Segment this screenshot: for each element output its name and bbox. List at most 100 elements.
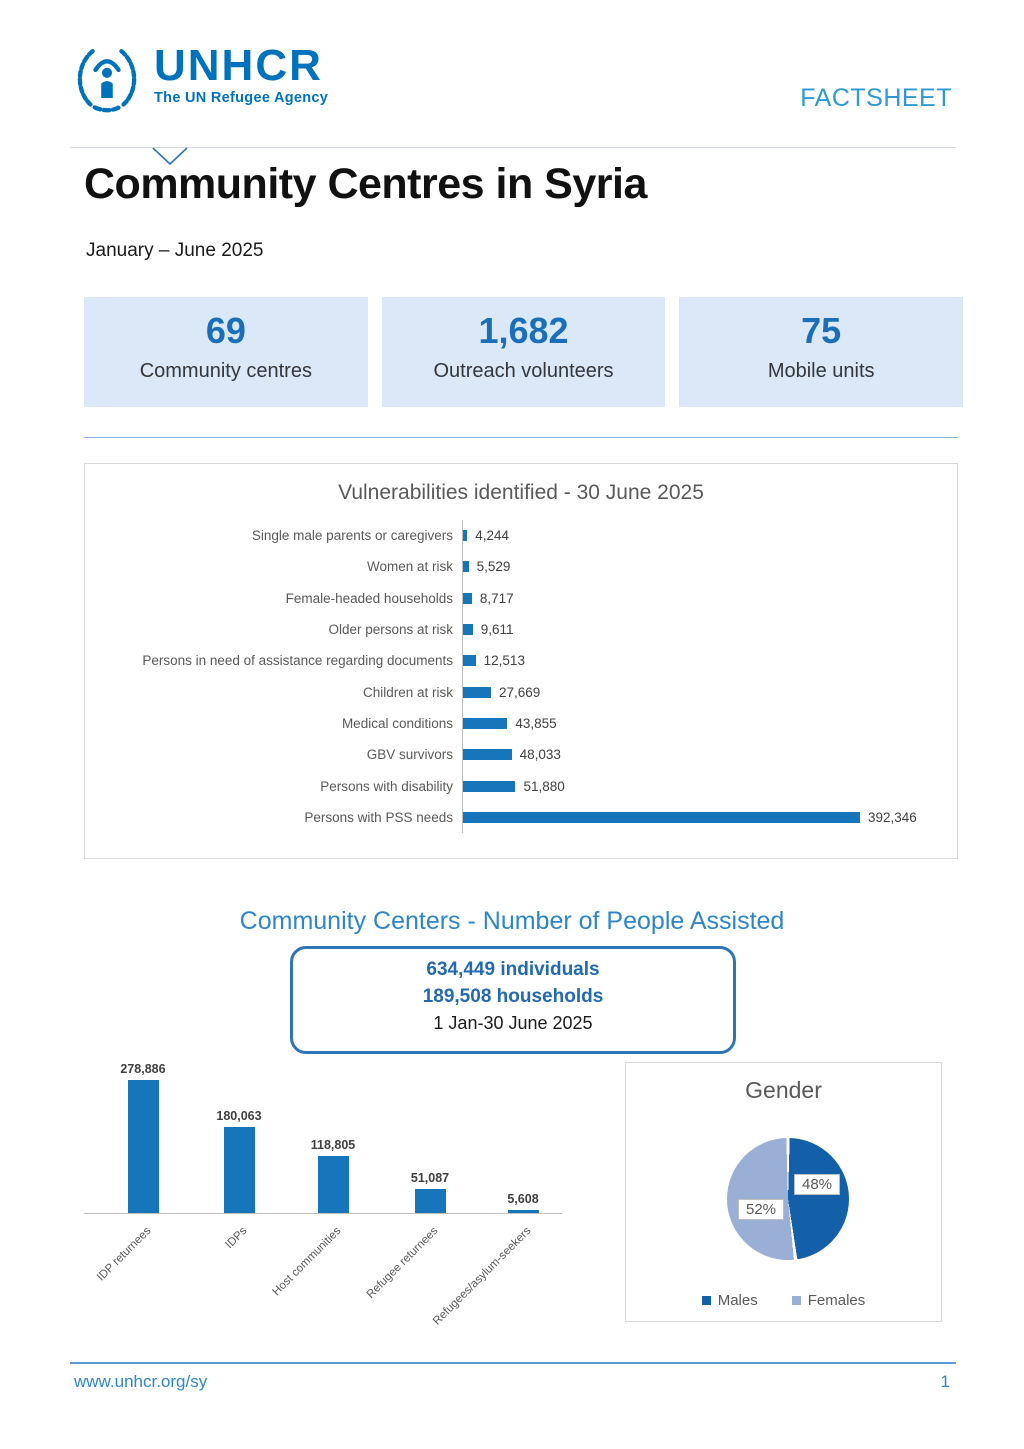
factsheet-label: FACTSHEET <box>800 84 952 112</box>
vuln-row: Female-headed households 8,717 <box>85 582 957 614</box>
vuln-value-label: 8,717 <box>479 590 514 606</box>
vuln-category-label: Older persons at risk <box>328 622 453 638</box>
callout-period: 1 Jan-30 June 2025 <box>433 1013 593 1033</box>
report-period: January – June 2025 <box>86 240 264 261</box>
stats-row: 69 Community centres 1,682 Outreach volu… <box>84 297 964 407</box>
vuln-bar-track: 9,611 <box>462 613 957 646</box>
vuln-value-label: 48,033 <box>519 747 561 763</box>
vulnerabilities-chart: Vulnerabilities identified - 30 June 202… <box>84 463 958 859</box>
assisted-value-label: 51,087 <box>410 1170 450 1185</box>
vulnerabilities-rows: Single male parents or caregivers 4,244 Wo… <box>85 520 957 833</box>
legend-males: Males <box>701 1292 758 1309</box>
vuln-category-label: Single male parents or caregivers <box>251 528 453 544</box>
stat-value: 75 <box>801 310 842 351</box>
stat-label: Community centres <box>139 360 312 382</box>
vuln-bar <box>463 749 512 761</box>
stat-community-centres: 69 Community centres <box>84 297 368 407</box>
stat-mobile-units: 75 Mobile units <box>679 297 964 407</box>
assisted-section-title: Community Centers - Number of People Ass… <box>239 907 785 935</box>
vuln-bar <box>463 624 473 636</box>
vuln-bar-track: 392,346 <box>462 801 957 833</box>
vuln-bar <box>463 780 516 792</box>
vuln-bar-track: 12,513 <box>462 645 957 677</box>
assisted-value-label: 118,805 <box>310 1138 356 1153</box>
vuln-row: Medical conditions 43,855 <box>85 707 957 740</box>
females-swatch-icon <box>791 1296 801 1305</box>
vuln-row: Single male parents or caregivers 4,244 <box>85 520 957 552</box>
assisted-bar <box>317 1156 349 1213</box>
stat-value: 69 <box>205 310 246 351</box>
vuln-bar-track: 27,669 <box>462 676 957 708</box>
vuln-category-label: Persons with PSS needs <box>304 809 453 825</box>
stat-outreach-volunteers: 1,682 Outreach volunteers <box>381 297 666 407</box>
males-pct-label: 48% <box>794 1174 841 1195</box>
females-pct-label: 52% <box>738 1199 785 1220</box>
assisted-value-label: 278,886 <box>120 1062 166 1076</box>
assisted-bar <box>414 1188 446 1213</box>
stat-value: 1,682 <box>478 310 569 351</box>
assisted-category-label: Refugees/asylum-seekers <box>430 1225 534 1328</box>
vuln-value-label: 27,669 <box>498 684 541 700</box>
vuln-value-label: 4,244 <box>475 528 510 544</box>
legend-females: Females <box>791 1292 866 1309</box>
vuln-bar-track: 43,855 <box>462 707 957 740</box>
assisted-category-label: IDPs <box>223 1225 250 1252</box>
individuals-total: 634,449 individuals <box>426 959 600 980</box>
vuln-bar <box>463 561 469 573</box>
people-assisted-chart: 278,886 IDP returnees 180,063 IDPs 118,805 Ho… <box>84 1056 564 1356</box>
assisted-callout: 634,449 individuals 189,508 households 1… <box>290 946 736 1054</box>
assisted-bar <box>223 1127 255 1213</box>
vuln-value-label: 51,880 <box>523 778 565 794</box>
vuln-bar-track: 51,880 <box>462 770 957 802</box>
x-axis-line <box>84 1213 562 1214</box>
brand-name: UNHCR <box>154 41 323 90</box>
vuln-category-label: Female-headed households <box>285 590 453 606</box>
assisted-bar <box>507 1210 539 1213</box>
gender-chart: Gender 48% 52% Males Females <box>625 1062 942 1322</box>
vuln-bar <box>463 717 508 729</box>
vuln-category-label: Persons with disability <box>320 778 453 794</box>
vuln-row: GBV survivors 48,033 <box>85 739 957 771</box>
assisted-category-label: Refugee returnees <box>364 1225 441 1301</box>
vuln-row: Children at risk 27,669 <box>85 676 957 708</box>
stat-label: Mobile units <box>767 360 875 382</box>
assisted-category-label: Host communities <box>270 1225 344 1299</box>
vuln-row: Persons with disability 51,880 <box>85 770 957 802</box>
vuln-bar <box>463 655 476 667</box>
vuln-value-label: 12,513 <box>483 653 525 669</box>
assisted-category-label: IDP returnees <box>94 1225 154 1284</box>
vuln-category-label: Women at risk <box>366 559 453 575</box>
assisted-value-label: 180,063 <box>216 1109 262 1124</box>
vuln-bar <box>463 686 491 698</box>
vuln-row: Women at risk 5,529 <box>85 551 957 583</box>
footer-divider <box>70 1362 956 1364</box>
page-number: 1 <box>940 1372 950 1391</box>
vulnerabilities-chart-title: Vulnerabilities identified - 30 June 202… <box>338 481 704 504</box>
gender-chart-title: Gender <box>745 1077 822 1103</box>
vuln-category-label: GBV survivors <box>366 747 453 763</box>
assisted-bar <box>127 1080 159 1213</box>
footer-url-link[interactable]: www.unhcr.org/sy <box>74 1372 208 1391</box>
vuln-value-label: 9,611 <box>480 622 514 638</box>
vuln-value-label: 5,529 <box>476 559 511 575</box>
vuln-bar <box>463 592 472 604</box>
chevron-down-icon <box>152 147 188 166</box>
vuln-category-label: Persons in need of assistance regarding … <box>142 653 453 669</box>
vuln-category-label: Medical conditions <box>341 715 453 731</box>
brand-tagline: The UN Refugee Agency <box>154 90 329 106</box>
legend-males-label: Males <box>717 1292 758 1309</box>
unhcr-logo: UNHCR The UN Refugee Agency <box>70 44 328 116</box>
vuln-category-label: Children at risk <box>362 684 453 700</box>
gender-legend: Males Females <box>626 1292 941 1309</box>
vuln-bar <box>463 530 468 542</box>
top-divider <box>70 147 956 148</box>
legend-females-label: Females <box>807 1292 866 1309</box>
stat-label: Outreach volunteers <box>433 360 614 382</box>
vuln-bar-track: 4,244 <box>462 520 957 552</box>
assisted-value-label: 5,608 <box>507 1192 539 1207</box>
vuln-value-label: 392,346 <box>868 809 917 825</box>
vuln-row: Persons in need of assistance regarding … <box>85 645 957 677</box>
males-swatch-icon <box>701 1296 711 1305</box>
unhcr-emblem-icon <box>77 49 137 113</box>
